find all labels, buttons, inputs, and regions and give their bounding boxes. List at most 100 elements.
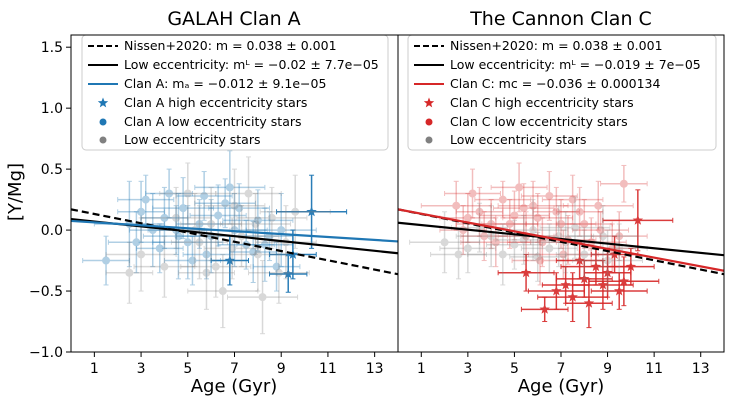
legend-high-ecc-label: Clan C high eccentricity stars bbox=[450, 95, 634, 110]
data-point bbox=[219, 193, 292, 255]
x-tick-label: 7 bbox=[557, 361, 566, 377]
data-point bbox=[490, 162, 548, 213]
circle-marker bbox=[225, 183, 234, 192]
circle-marker bbox=[519, 204, 528, 213]
data-point bbox=[259, 174, 331, 249]
circle-marker bbox=[253, 250, 262, 259]
star-point bbox=[590, 272, 648, 310]
star-marker bbox=[520, 267, 532, 278]
circle-marker bbox=[249, 248, 258, 257]
star-point bbox=[602, 189, 674, 252]
legend-nissen-label: Nissen+2020: m = 0.038 ± 0.001 bbox=[124, 38, 337, 53]
circle-marker bbox=[141, 195, 150, 204]
legend-low-ecc-marker bbox=[99, 118, 107, 126]
data-point bbox=[567, 205, 639, 268]
circle-marker bbox=[552, 207, 561, 216]
data-point bbox=[245, 193, 317, 268]
series-clan-c-high-eccentricity-stars bbox=[497, 189, 674, 329]
data-point bbox=[105, 241, 154, 304]
circle-marker bbox=[188, 256, 197, 265]
circle-marker bbox=[615, 232, 624, 241]
circle-marker bbox=[258, 293, 267, 302]
legend-grey-marker bbox=[425, 136, 433, 144]
data-point bbox=[497, 180, 569, 231]
legend-grey-label: Low eccentricity stars bbox=[124, 132, 261, 147]
data-point bbox=[229, 217, 287, 292]
fit-line-nissen-2020 bbox=[71, 208, 398, 276]
circle-marker bbox=[160, 262, 169, 271]
circle-marker bbox=[102, 256, 111, 265]
circle-marker bbox=[568, 195, 577, 204]
data-point bbox=[117, 180, 165, 243]
y-tick-label: 0.0 bbox=[41, 223, 63, 239]
data-point bbox=[152, 205, 224, 280]
data-point bbox=[555, 186, 604, 237]
data-point bbox=[215, 156, 282, 231]
circle-marker bbox=[538, 238, 547, 247]
data-point bbox=[562, 180, 634, 231]
circle-marker bbox=[596, 226, 605, 235]
star-marker bbox=[590, 261, 602, 272]
circle-marker bbox=[505, 219, 514, 228]
circle-marker bbox=[202, 250, 211, 259]
data-point bbox=[135, 223, 184, 274]
star-marker bbox=[597, 279, 609, 290]
circle-marker bbox=[132, 238, 141, 247]
circle-marker bbox=[559, 250, 568, 259]
x-axis-label: Age (Gyr) bbox=[518, 376, 605, 397]
data-point bbox=[133, 235, 196, 298]
circle-marker bbox=[137, 250, 146, 259]
star-marker bbox=[579, 273, 590, 284]
panel-title: The Cannon Clan C bbox=[469, 8, 652, 30]
data-point bbox=[187, 253, 259, 329]
star-point bbox=[572, 260, 634, 310]
x-tick-label: 1 bbox=[417, 361, 426, 377]
data-point bbox=[163, 235, 221, 286]
circle-marker bbox=[277, 226, 286, 235]
star-marker bbox=[614, 285, 625, 296]
data-point bbox=[439, 193, 497, 243]
legend-high-ecc-marker bbox=[423, 97, 435, 108]
star-marker bbox=[583, 297, 595, 308]
circle-marker bbox=[529, 201, 538, 210]
circle-marker bbox=[452, 201, 461, 210]
circle-marker bbox=[244, 189, 253, 198]
circle-marker bbox=[125, 268, 134, 277]
star-marker bbox=[283, 268, 294, 279]
circle-marker bbox=[230, 201, 239, 210]
data-point bbox=[460, 211, 508, 262]
circle-marker bbox=[202, 268, 211, 277]
data-point bbox=[180, 235, 252, 298]
y-tick-label: 1.5 bbox=[41, 40, 63, 56]
legend-grey-marker bbox=[99, 136, 107, 144]
data-point bbox=[82, 235, 130, 286]
axis-ticks: 1 3 5 7 9 11 13−1.0−0.50.00.51.01.5 bbox=[29, 40, 384, 377]
data-point bbox=[170, 205, 228, 280]
legend-low-ecc-stars-label: Clan A low eccentricity stars bbox=[124, 114, 302, 129]
circle-marker bbox=[570, 223, 579, 232]
data-point bbox=[485, 219, 543, 270]
circle-marker bbox=[211, 262, 220, 271]
data-point bbox=[208, 183, 271, 234]
star-marker bbox=[560, 279, 571, 290]
data-point bbox=[222, 189, 294, 252]
data-point bbox=[520, 171, 578, 221]
data-point bbox=[532, 186, 581, 237]
star-point bbox=[497, 253, 555, 292]
panel-cannon-clan-c: The Cannon Clan C Age (Gyr) 1 3 5 7 9 11 13 Ni… bbox=[397, 8, 725, 397]
axis-ticks: 1 3 5 7 9 11 13 bbox=[417, 352, 710, 377]
circle-marker bbox=[510, 240, 519, 249]
legend-grey-label: Low eccentricity stars bbox=[450, 132, 587, 147]
plot-area bbox=[71, 150, 398, 335]
fit-line-clan-a bbox=[71, 219, 398, 243]
x-tick-label: 5 bbox=[510, 361, 519, 377]
star-marker bbox=[625, 261, 637, 272]
y-tick-label: −1.0 bbox=[29, 345, 63, 361]
circle-marker bbox=[228, 244, 237, 253]
data-point bbox=[409, 211, 480, 274]
data-point bbox=[182, 229, 231, 280]
data-point bbox=[159, 162, 217, 225]
circle-marker bbox=[195, 219, 204, 228]
y-axis-label: [Y/Mg] bbox=[5, 163, 26, 221]
